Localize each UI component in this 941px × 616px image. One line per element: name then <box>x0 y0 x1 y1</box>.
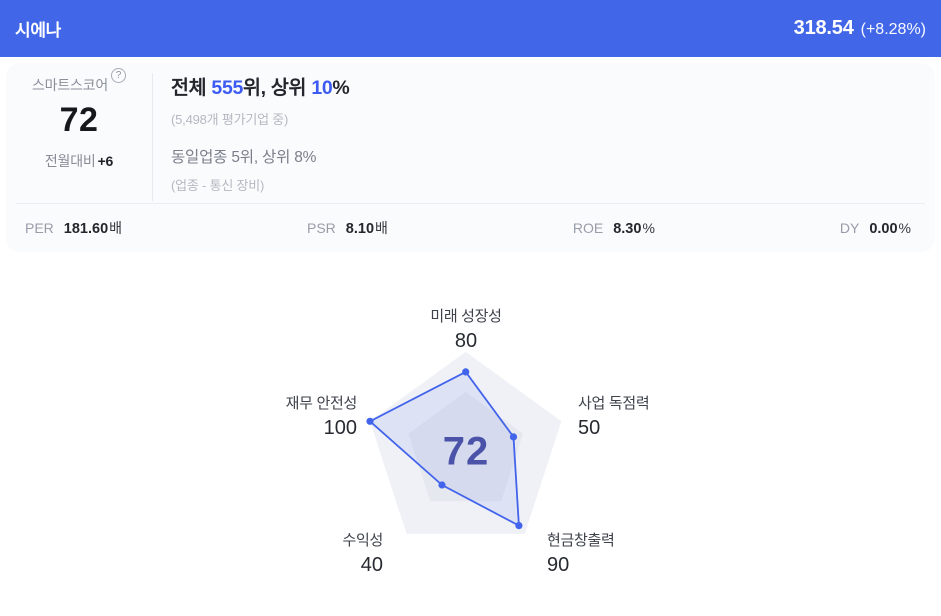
radar-axis-business-monopoly: 사업 독점력 50 <box>578 395 650 440</box>
overall-rank-line: 전체 555위, 상위 10% <box>171 71 350 100</box>
rank-text: % <box>332 77 350 99</box>
radar-inner-ring <box>408 392 524 502</box>
radar-center-score: 72 <box>442 429 490 474</box>
metric-label: PSR <box>307 220 336 236</box>
radar-data-polygon <box>369 371 520 527</box>
rank-note: (5,498개 평가기업 중) <box>171 112 289 127</box>
stock-price-group: 318.54 (+8.28%) <box>794 17 926 40</box>
smart-score-value: 72 <box>59 101 99 139</box>
help-icon[interactable]: ? <box>111 68 127 83</box>
axis-label: 미래 성장성 <box>430 308 502 325</box>
stock-change: (+8.28%) <box>860 21 926 38</box>
axis-label: 현금창출력 <box>547 532 615 549</box>
rank-value: 555 <box>211 77 244 99</box>
stock-header: 시에나 318.54 (+8.28%) <box>0 0 941 57</box>
mom-change: +6 <box>97 153 114 169</box>
radar-svg <box>366 351 562 534</box>
metric-dy: DY 0.00 % <box>840 220 911 237</box>
metric-value: 8.10 <box>345 221 375 237</box>
horizontal-divider <box>16 203 925 204</box>
industry-rank-line: 동일업종 5위, 상위 8% <box>171 149 317 166</box>
axis-label: 재무 안전성 <box>285 395 358 412</box>
axis-value: 90 <box>547 554 570 576</box>
axis-label: 사업 독점력 <box>578 395 650 412</box>
metric-label: DY <box>839 219 860 236</box>
metric-label: ROE <box>572 219 604 236</box>
radar-axis-cash-generation: 현금창출력 90 <box>547 532 615 577</box>
radar-chart: 72 미래 성장성 80 사업 독점력 50 현금창출력 90 수익성 40 재… <box>0 279 941 615</box>
axis-value: 100 <box>323 417 357 439</box>
percentile-value: 10 <box>311 77 333 99</box>
score-label: 스마트스코어 <box>31 77 109 93</box>
metric-suffix: % <box>642 219 655 236</box>
industry-note: (업종 - 통신 장비) <box>171 178 265 193</box>
metric-value: 181.60 <box>63 221 109 237</box>
radar-axis-future-growth: 미래 성장성 80 <box>430 308 502 353</box>
rank-text: 전체 <box>171 77 212 99</box>
score-label-row: 스마트스코어 ? <box>31 68 127 95</box>
stock-price: 318.54 <box>793 17 854 39</box>
smart-score-column: 스마트스코어 ? 72 전월대비 +6 <box>6 63 152 203</box>
metric-value: 8.30 <box>613 220 642 237</box>
radar-axis-financial-safety: 재무 안전성 100 <box>285 395 358 440</box>
metric-per: PER 181.60 배 <box>25 218 122 238</box>
metric-suffix: 배 <box>375 220 388 236</box>
mom-label: 전월대비 <box>44 153 96 169</box>
radar-axis-profitability: 수익성 40 <box>342 532 383 577</box>
smart-score-card: 스마트스코어 ? 72 전월대비 +6 전체 555위, 상위 10% (5,49… <box>6 63 935 252</box>
metric-roe: ROE 8.30 % <box>573 220 655 237</box>
rank-text: 위, 상위 <box>243 77 312 99</box>
metric-psr: PSR 8.10 배 <box>307 218 388 238</box>
valuation-metrics-row: PER 181.60 배 PSR 8.10 배 ROE 8.30 % DY 0.… <box>6 204 935 252</box>
metric-suffix: % <box>898 219 911 236</box>
axis-value: 40 <box>360 554 383 576</box>
stock-name: 시에나 <box>15 21 62 40</box>
month-over-month: 전월대비 +6 <box>45 151 113 171</box>
axis-value: 50 <box>578 417 601 439</box>
rank-column: 전체 555위, 상위 10% (5,498개 평가기업 중) 동일업종 5위,… <box>153 63 350 203</box>
axis-label: 수익성 <box>342 532 383 549</box>
score-summary: 스마트스코어 ? 72 전월대비 +6 전체 555위, 상위 10% (5,49… <box>6 63 935 203</box>
vertical-divider <box>152 73 153 201</box>
metric-label: PER <box>25 220 54 236</box>
metric-suffix: 배 <box>109 220 123 236</box>
metric-value: 0.00 <box>869 220 898 237</box>
axis-value: 80 <box>454 330 478 352</box>
radar-data-dots <box>366 368 523 530</box>
